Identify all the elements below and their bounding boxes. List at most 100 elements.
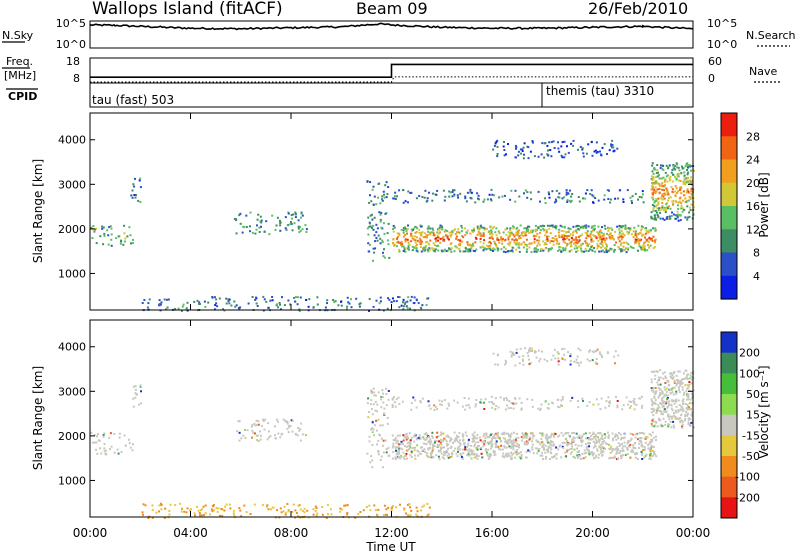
echo-cell [499, 438, 501, 441]
echo-cell [471, 244, 474, 247]
echo-cell [607, 396, 610, 399]
echo-cell [581, 250, 584, 253]
echo-cell [590, 248, 593, 251]
echo-cell [601, 434, 604, 437]
colorbar-segment [721, 497, 737, 519]
echo-cell [446, 230, 449, 233]
echo-cell [524, 347, 527, 350]
echo-cell [630, 199, 633, 202]
echo-cell [678, 179, 681, 182]
echo-cell [440, 434, 443, 436]
echo-cell [426, 240, 429, 243]
echo-cell [690, 421, 693, 424]
echo-cell [677, 410, 680, 413]
echo-cell [657, 203, 660, 206]
echo-cell [595, 151, 598, 154]
echo-cell [545, 433, 548, 436]
echo-cell [600, 451, 603, 453]
echo-cell [433, 408, 436, 411]
echo-cell [499, 448, 502, 451]
echo-cell [386, 193, 389, 196]
echo-cell [198, 301, 201, 304]
echo-cell [390, 301, 393, 303]
echo-cell [379, 218, 382, 221]
echo-cell [677, 417, 680, 420]
echo-cell [382, 255, 385, 258]
echo-cell [593, 150, 596, 153]
echo-cell [679, 419, 682, 422]
echo-cell [576, 241, 579, 244]
echo-cell [593, 224, 596, 227]
echo-cell [683, 181, 686, 184]
echo-cell [598, 250, 601, 253]
echo-cell [503, 154, 506, 157]
echo-cell [584, 240, 587, 243]
echo-cell [165, 298, 168, 301]
echo-cell [529, 349, 532, 352]
echo-cell [623, 441, 626, 444]
y-tick-label: 4000 [58, 134, 86, 147]
echo-cell [486, 452, 489, 455]
echo-cell [596, 348, 599, 351]
echo-cell [485, 432, 488, 435]
echo-cell [644, 227, 647, 230]
echo-cell [375, 419, 378, 422]
echo-cell [577, 236, 580, 239]
echo-cell [689, 423, 692, 426]
echo-cell [629, 456, 632, 459]
echo-cell [255, 228, 258, 231]
echo-cell [479, 232, 482, 235]
echo-cell [637, 438, 639, 441]
echo-cell [391, 434, 394, 437]
echo-cell [420, 509, 423, 512]
echo-cell [543, 358, 546, 361]
echo-cell [635, 236, 638, 239]
echo-cell [504, 247, 507, 250]
echo-cell [428, 243, 431, 246]
echo-cell [304, 224, 307, 227]
echo-cell [576, 447, 579, 450]
echo-cell [656, 213, 659, 216]
colorbar-tick-label: -15 [742, 429, 760, 442]
echo-cell [350, 306, 353, 309]
echo-cell [546, 451, 549, 453]
echo-cell [523, 436, 526, 439]
echo-cell [517, 232, 520, 235]
echo-cell [676, 192, 679, 194]
echo-cell [431, 436, 434, 439]
echo-cell [577, 406, 580, 409]
echo-cell [489, 433, 492, 436]
echo-cell [601, 249, 604, 252]
echo-cell [522, 146, 525, 149]
echo-cell [292, 213, 295, 216]
echo-cell [615, 395, 617, 398]
echo-cell [526, 248, 528, 251]
echo-cell [443, 446, 445, 449]
echo-cell [402, 308, 405, 311]
echo-cell [544, 451, 547, 454]
echo-cell [290, 214, 293, 216]
echo-cell [691, 415, 694, 418]
echo-cell [536, 440, 539, 443]
echo-cell [686, 403, 689, 406]
echo-cell [663, 197, 666, 200]
echo-cell [540, 441, 543, 444]
echo-cell [527, 449, 530, 452]
echo-cell [690, 376, 693, 379]
echo-cell [409, 444, 412, 447]
echo-cell [565, 432, 568, 434]
echo-cell [284, 513, 287, 516]
echo-cell [477, 194, 480, 197]
echo-cell [437, 232, 440, 235]
echo-cell [679, 416, 682, 419]
echo-cell [561, 442, 564, 444]
echo-cell [451, 191, 454, 193]
echo-cell [294, 432, 297, 435]
echo-cell [665, 387, 668, 390]
echo-cell [103, 450, 106, 453]
echo-cell [505, 397, 508, 399]
echo-cell [446, 444, 448, 447]
echo-cell [453, 250, 456, 253]
echo-cell [283, 505, 286, 508]
echo-cell [655, 370, 658, 373]
